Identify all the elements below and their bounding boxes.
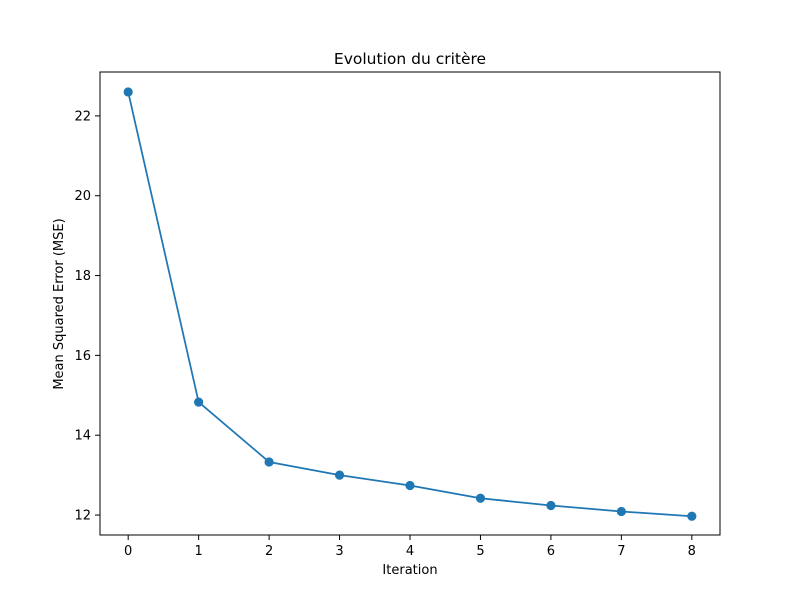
y-tick-label: 18 [74,269,91,284]
chart-title: Evolution du critère [334,50,486,68]
y-tick-label: 12 [74,509,91,524]
data-point [687,511,697,521]
x-tick-label: 0 [124,544,132,559]
data-point [194,397,204,407]
x-tick-label: 4 [406,544,414,559]
y-tick-label: 20 [74,189,91,204]
y-tick-label: 16 [74,349,91,364]
y-axis-label: Mean Squared Error (MSE) [52,218,67,389]
x-tick-label: 2 [265,544,273,559]
x-tick-label: 1 [194,544,202,559]
data-point [405,480,415,491]
data-point [334,470,345,480]
data-point [546,500,556,511]
x-tick-label: 7 [617,544,625,559]
data-point [264,457,274,467]
x-tick-label: 6 [547,544,555,559]
data-point [616,506,626,517]
y-tick-label: 22 [74,109,91,124]
x-tick-label: 3 [335,544,343,559]
y-tick-label: 14 [74,429,91,444]
data-point [123,87,133,97]
x-axis-label: Iteration [382,563,437,578]
data-point [475,493,486,503]
x-tick-label: 5 [476,544,484,559]
x-tick-label: 8 [688,544,696,559]
